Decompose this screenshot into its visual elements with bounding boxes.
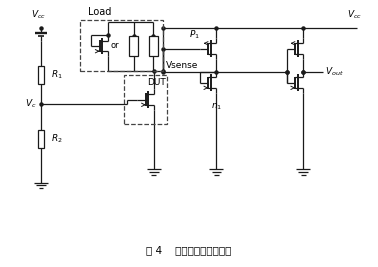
Bar [38,66,44,84]
Text: 图 4    预兆单元电路原理图: 图 4 预兆单元电路原理图 [146,245,232,255]
Text: $V_{cc}$: $V_{cc}$ [347,9,363,21]
Bar [149,36,158,56]
Bar [38,130,44,148]
Text: $R_2$: $R_2$ [51,133,62,146]
Text: Load: Load [88,7,112,17]
Text: $R_1$: $R_1$ [51,69,62,81]
Text: Vsense: Vsense [166,61,198,70]
Text: $P_1$: $P_1$ [189,29,200,41]
Text: $V_{cc}$: $V_{cc}$ [31,9,46,21]
Text: or: or [111,41,119,50]
Bar [81,20,163,71]
Text: $V_{out}$: $V_{out}$ [325,66,344,78]
Text: $V_c$: $V_c$ [25,97,36,109]
Text: DUT: DUT [147,78,166,87]
Text: $n_1$: $n_1$ [211,101,222,112]
Bar [124,75,167,124]
Bar [129,36,138,56]
